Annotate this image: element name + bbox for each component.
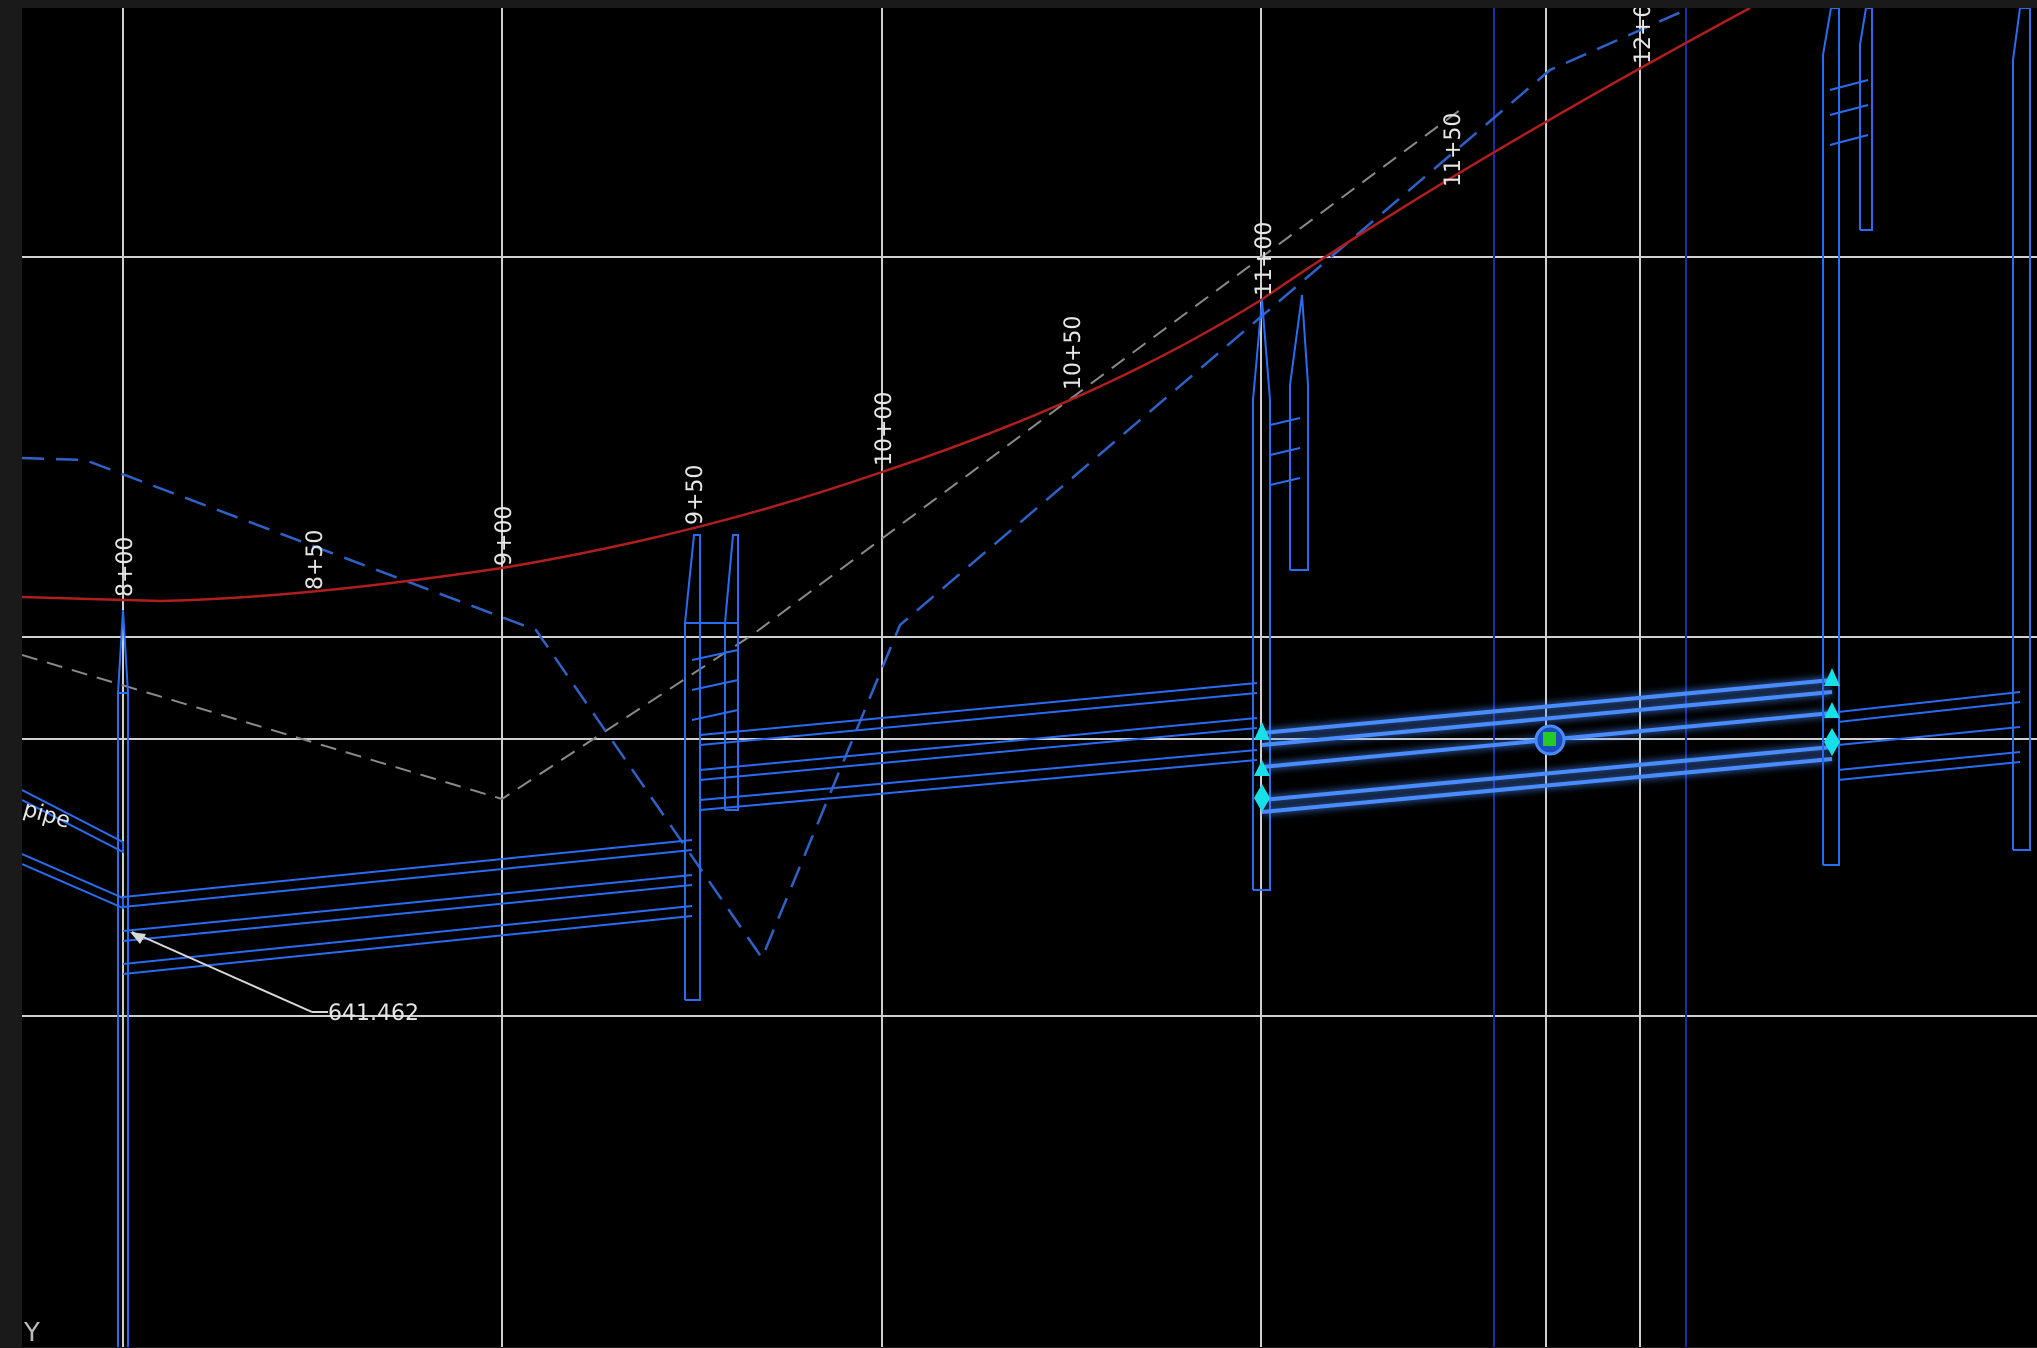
station-labels: 8+00 8+50 9+00 9+50 10+00 10+50 11+00 11… [113, 8, 1656, 597]
center-grip[interactable] [1534, 724, 1566, 756]
selection-grips[interactable] [1254, 668, 1840, 812]
existing-ground-profile[interactable] [22, 8, 1751, 603]
dark-blue-guide-lines [1493, 8, 1687, 1347]
selected-pipe[interactable] [1261, 678, 1833, 814]
station-label: 12+0 [1631, 8, 1656, 64]
station-label: 9+00 [492, 506, 517, 566]
station-label: 11+00 [1252, 222, 1277, 296]
ucs-icon: Y [24, 1318, 40, 1348]
left-border [0, 0, 22, 1347]
elevation-label: 641.462 [328, 1001, 419, 1026]
station-label: 10+00 [872, 392, 897, 466]
station-label: 11+50 [1441, 113, 1466, 187]
dashed-blue-profile[interactable] [22, 8, 1691, 961]
drawing-viewport[interactable]: 641.462 pipe 8+00 8+50 9+00 9+50 10+00 1… [22, 8, 2037, 1347]
dashed-gray-profile[interactable] [22, 109, 1461, 801]
station-label: 10+50 [1061, 316, 1086, 390]
pipe-label: pipe [22, 797, 73, 834]
station-label: 8+00 [113, 537, 138, 597]
station-label: 8+50 [303, 530, 328, 590]
pipe-network-left[interactable] [22, 534, 739, 1347]
station-label: 9+50 [683, 465, 708, 525]
vertical-grid-lines [122, 8, 1641, 1347]
top-border [0, 0, 2037, 8]
pipe-network-right[interactable] [1822, 8, 2031, 866]
elevation-callout[interactable]: 641.462 [130, 931, 419, 1026]
horizontal-grid-lines [22, 256, 2037, 1017]
profile-view-canvas[interactable]: 641.462 pipe 8+00 8+50 9+00 9+50 10+00 1… [22, 8, 2037, 1347]
pipe-network-middle[interactable] [699, 294, 1309, 891]
